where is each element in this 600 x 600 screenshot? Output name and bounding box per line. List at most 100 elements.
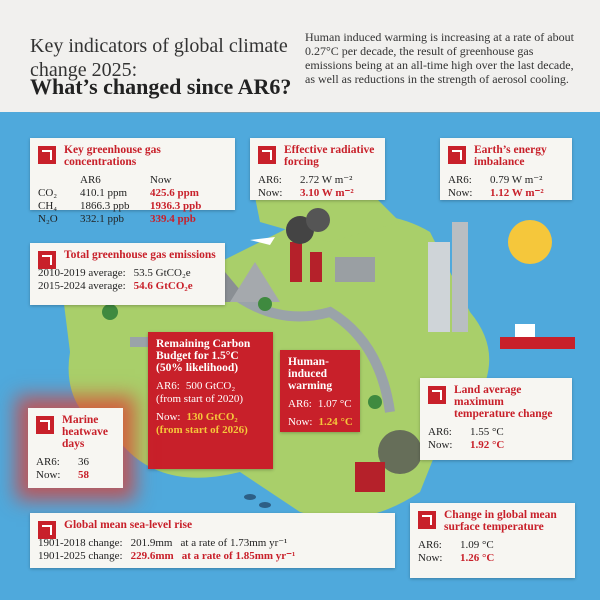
data-row: 2010-2019 average: 53.5 GtCO₂e: [38, 267, 217, 280]
row-value: 1866.3 ppb: [80, 200, 130, 212]
card-title: Remaining Carbon Budget for 1.5°C (50% l…: [156, 338, 251, 374]
row-label: 1901-2018 change:: [38, 537, 123, 549]
row-label: Now:: [428, 439, 453, 451]
data-row: AR6: 1.07 °C: [288, 398, 352, 411]
row-value: (from start of 2020): [156, 393, 244, 405]
card-title: Marine heatwave days: [62, 414, 108, 450]
row-label: AR6:: [418, 539, 442, 551]
indicator-card: Total greenhouse gas emissions 2010-2019 …: [30, 243, 225, 305]
data-row: Now: 1.92 °C: [428, 439, 564, 452]
column-label: Now: [150, 174, 172, 186]
row-label: CH₄: [38, 200, 58, 212]
row-value: at a rate of 1.85mm yr⁻¹: [181, 550, 296, 562]
row-value: 425.6 ppm: [150, 187, 199, 199]
row-value: 339.4 ppb: [150, 213, 196, 225]
data-row: Now: 1.12 W m⁻²: [448, 187, 564, 200]
row-value: 36: [78, 456, 89, 468]
row-value: 332.1 ppb: [80, 213, 124, 225]
row-value: at a rate of 1.73mm yr⁻¹: [180, 537, 288, 549]
row-value: 3.10 W m⁻²: [300, 187, 354, 199]
card-title: Earth’s energy imbalance: [474, 144, 547, 168]
row-label: 2015-2024 average:: [38, 280, 126, 292]
row-value: 201.9mm: [130, 537, 173, 549]
row-value: 130 GtCO₂: [186, 411, 238, 423]
card-title: Total greenhouse gas emissions: [64, 249, 216, 261]
icon: [448, 146, 466, 164]
row-label: AR6:: [36, 456, 60, 468]
icon: [258, 146, 276, 164]
row-label: Now:: [448, 187, 473, 199]
row-value: 229.6mm: [130, 550, 174, 562]
indicator-card: Marine heatwave days AR6: 36 Now: 58: [28, 408, 123, 488]
data-row: AR6: 2.72 W m⁻²: [258, 174, 377, 187]
icon: [418, 511, 436, 529]
card-title: Change in global mean surface temperatur…: [444, 509, 557, 533]
card-title: Key greenhouse gas concentrations: [64, 144, 161, 168]
row-value: 1.07 °C: [317, 398, 352, 410]
row-value: 1.09 °C: [460, 539, 494, 551]
indicator-card: Earth’s energy imbalance AR6: 0.79 W m⁻² No…: [440, 138, 572, 200]
row-label: 2010-2019 average:: [38, 267, 126, 279]
indicator-card: Key greenhouse gas concentrations AR6 Now C…: [30, 138, 235, 225]
row-label: Now:: [288, 416, 313, 428]
data-row: Now: 58: [36, 469, 115, 482]
data-row: Now: 1.24 °C: [288, 416, 353, 429]
column-header: AR6 Now: [38, 174, 227, 187]
row-label: AR6:: [428, 426, 452, 438]
row-value: 1.92 °C: [470, 439, 505, 451]
data-row: CH₄ 1866.3 ppb 1936.3 ppb: [38, 200, 227, 213]
row-label: Now:: [418, 552, 443, 564]
row-label: 1901-2025 change:: [38, 550, 123, 562]
row-value: (from start of 2026): [156, 424, 248, 436]
row-label: AR6:: [288, 398, 312, 410]
row-value: 1.26 °C: [460, 552, 495, 564]
card-title: Effective radiative forcing: [284, 144, 375, 168]
row-value: 53.5 GtCO₂e: [133, 267, 191, 279]
card-title: Human-induced warming: [288, 356, 333, 392]
row-value: 500 GtCO₂: [185, 380, 236, 392]
icon: [38, 521, 56, 539]
row-value: 1.12 W m⁻²: [490, 187, 544, 199]
row-value: 0.79 W m⁻²: [490, 174, 543, 186]
indicator-card: Human-induced warming AR6: 1.07 °C Now: 1.24…: [280, 350, 360, 432]
row-value: 1936.3 ppb: [150, 200, 202, 212]
indicator-card: Effective radiative forcing AR6: 2.72 W m⁻…: [250, 138, 385, 200]
row-value: 410.1 ppm: [80, 187, 128, 199]
data-row: 1901-2018 change: 201.9mm at a rate of 1.7…: [38, 537, 387, 550]
data-row: AR6: 500 GtCO₂ (from start of 2020): [156, 380, 265, 406]
row-label: AR6:: [156, 380, 180, 392]
icon: [428, 386, 446, 404]
data-row: N₂O 332.1 ppb 339.4 ppb: [38, 213, 227, 226]
row-label: AR6:: [448, 174, 472, 186]
icon: [36, 416, 54, 434]
header-description: Human induced warming is increasing at a…: [305, 30, 574, 86]
card-title: Global mean sea-level rise: [64, 519, 193, 531]
data-row: CO₂ 410.1 ppm 425.6 ppm: [38, 187, 227, 200]
indicator-card: Land average maximum temperature change A…: [420, 378, 572, 460]
spacer: [38, 174, 72, 187]
data-row: Now: 3.10 W m⁻²: [258, 187, 377, 200]
column-label: AR6: [80, 174, 101, 186]
data-row: 1901-2025 change: 229.6mm at a rate of 1.8…: [38, 550, 387, 563]
data-row: Now: 1.26 °C: [418, 552, 567, 565]
row-value: 1.24 °C: [318, 416, 353, 428]
data-row: AR6: 1.09 °C: [418, 539, 567, 552]
indicator-card: Remaining Carbon Budget for 1.5°C (50% l…: [148, 332, 273, 469]
row-label: Now:: [258, 187, 283, 199]
row-label: Now:: [156, 411, 181, 423]
row-label: AR6:: [258, 174, 282, 186]
icon: [38, 251, 56, 269]
row-value: 1.55 °C: [470, 426, 504, 438]
header-title: Key indicators of global climate change …: [30, 35, 288, 81]
indicator-card: Global mean sea-level rise 1901-2018 chan…: [30, 513, 395, 568]
row-value: 54.6 GtCO₂e: [133, 280, 193, 292]
data-row: 2015-2024 average: 54.6 GtCO₂e: [38, 280, 217, 293]
indicator-card: Change in global mean surface temperatur…: [410, 503, 575, 578]
data-row: Now: 130 GtCO₂ (from start of 2026): [156, 411, 265, 437]
row-label: Now:: [36, 469, 61, 481]
data-row: AR6: 0.79 W m⁻²: [448, 174, 564, 187]
header-subtitle: What’s changed since AR6?: [30, 74, 292, 99]
data-row: AR6: 36: [36, 456, 115, 469]
row-value: 2.72 W m⁻²: [300, 174, 353, 186]
